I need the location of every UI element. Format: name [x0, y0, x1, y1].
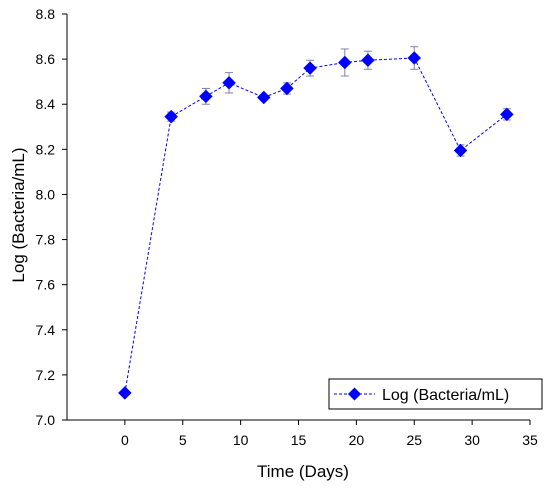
y-tick-label: 8.6	[36, 51, 56, 67]
y-tick-label: 7.8	[36, 232, 56, 248]
x-tick-label: 20	[349, 432, 365, 448]
y-tick-label: 8.4	[36, 96, 56, 112]
y-axis-ticks: 7.0 7.2 7.4 7.6 7.8 8.0 8.2 8.4 8.6 8.8	[36, 6, 67, 428]
data-point-diamond	[222, 75, 236, 90]
data-point-diamond	[199, 89, 213, 104]
x-tick-label: 25	[406, 432, 422, 448]
data-point-diamond	[118, 386, 132, 400]
series-line	[124, 57, 508, 394]
series-layer	[118, 46, 514, 400]
x-axis-title: Time (Days)	[257, 462, 349, 481]
data-point-diamond	[164, 109, 179, 124]
y-tick-label: 7.0	[36, 412, 56, 428]
legend: Log (Bacteria/mL)	[328, 378, 543, 410]
legend-diamond-marker	[348, 387, 361, 401]
data-point-diamond	[499, 107, 514, 122]
y-tick-label: 8.2	[36, 141, 56, 157]
x-tick-label: 10	[233, 432, 249, 448]
y-tick-label: 7.4	[36, 322, 56, 338]
data-point-diamond	[256, 90, 271, 105]
x-axis-ticks: 0 5 10 15 20 25 30 35	[121, 420, 538, 448]
x-tick-label: 0	[121, 432, 129, 448]
x-tick-label: 35	[522, 432, 538, 448]
legend-label: Log (Bacteria/mL)	[382, 387, 509, 404]
x-tick-label: 15	[291, 432, 307, 448]
y-tick-label: 8.8	[36, 6, 56, 22]
data-point-diamond	[407, 51, 422, 65]
x-tick-label: 30	[464, 432, 480, 448]
x-tick-label: 5	[179, 432, 187, 448]
data-point-diamond	[361, 53, 375, 68]
y-tick-label: 7.6	[36, 277, 56, 293]
y-tick-label: 8.0	[36, 186, 56, 202]
data-point-diamond	[453, 143, 468, 158]
y-axis-title: Log (Bacteria/mL)	[9, 147, 28, 282]
data-point-diamond	[303, 61, 317, 75]
y-tick-label: 7.2	[36, 367, 56, 383]
data-point-diamond	[280, 81, 294, 96]
data-point-diamond	[337, 55, 352, 70]
